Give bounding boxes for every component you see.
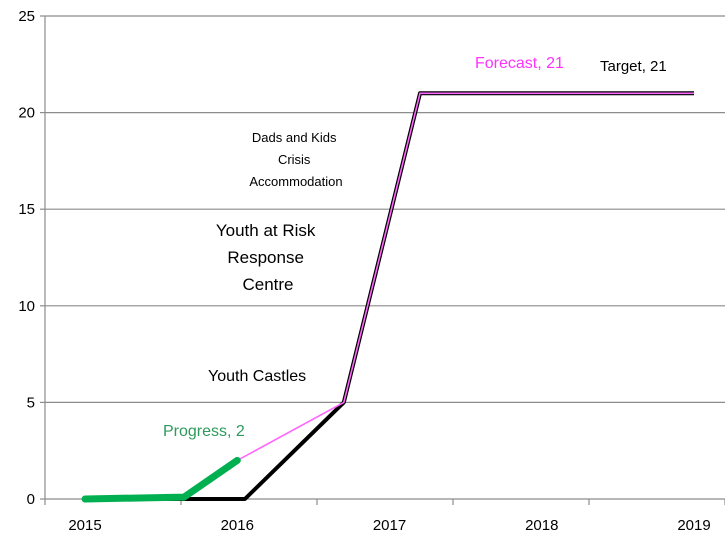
progress-line [81, 456, 241, 503]
y-tick-label: 5 [27, 394, 35, 411]
y-tick-label: 25 [18, 8, 35, 25]
dads-and-kids-line-1: Dads and Kids [252, 130, 337, 145]
x-tick-label: 2018 [525, 517, 558, 534]
dads-and-kids-line-3: Accommodation [249, 174, 342, 189]
youth-at-risk-label: Youth at Risk Response Centre [216, 221, 320, 294]
forecast-line [236, 92, 694, 462]
series-lines [81, 91, 694, 503]
progress-label: Progress, 2 [163, 423, 245, 440]
y-tick-label: 10 [18, 298, 35, 315]
gridlines [45, 15, 725, 403]
x-tick-label: 2016 [221, 517, 254, 534]
target-label: Target, 21 [600, 58, 667, 75]
tick-labels: 0 5 10 15 20 25 2015 2016 2017 2018 2019 [18, 8, 710, 534]
youth-at-risk-line-3: Centre [242, 275, 293, 294]
y-tick-label: 0 [27, 491, 35, 508]
dads-and-kids-label: Dads and Kids Crisis Accommodation [249, 130, 342, 189]
y-tick-label: 15 [18, 201, 35, 218]
youth-at-risk-line-1: Youth at Risk [216, 221, 316, 240]
x-tick-label: 2017 [373, 517, 406, 534]
youth-castles-label: Youth Castles [208, 368, 306, 385]
youth-at-risk-line-2: Response [227, 248, 304, 267]
x-tick-label: 2019 [677, 517, 710, 534]
dads-and-kids-line-2: Crisis [278, 152, 311, 167]
forecast-label: Forecast, 21 [475, 55, 564, 72]
x-tick-label: 2015 [68, 517, 101, 534]
annotations: Target, 21 Forecast, 21 Progress, 2 Yout… [163, 55, 667, 440]
y-tick-label: 20 [18, 105, 35, 122]
axes [40, 15, 725, 505]
